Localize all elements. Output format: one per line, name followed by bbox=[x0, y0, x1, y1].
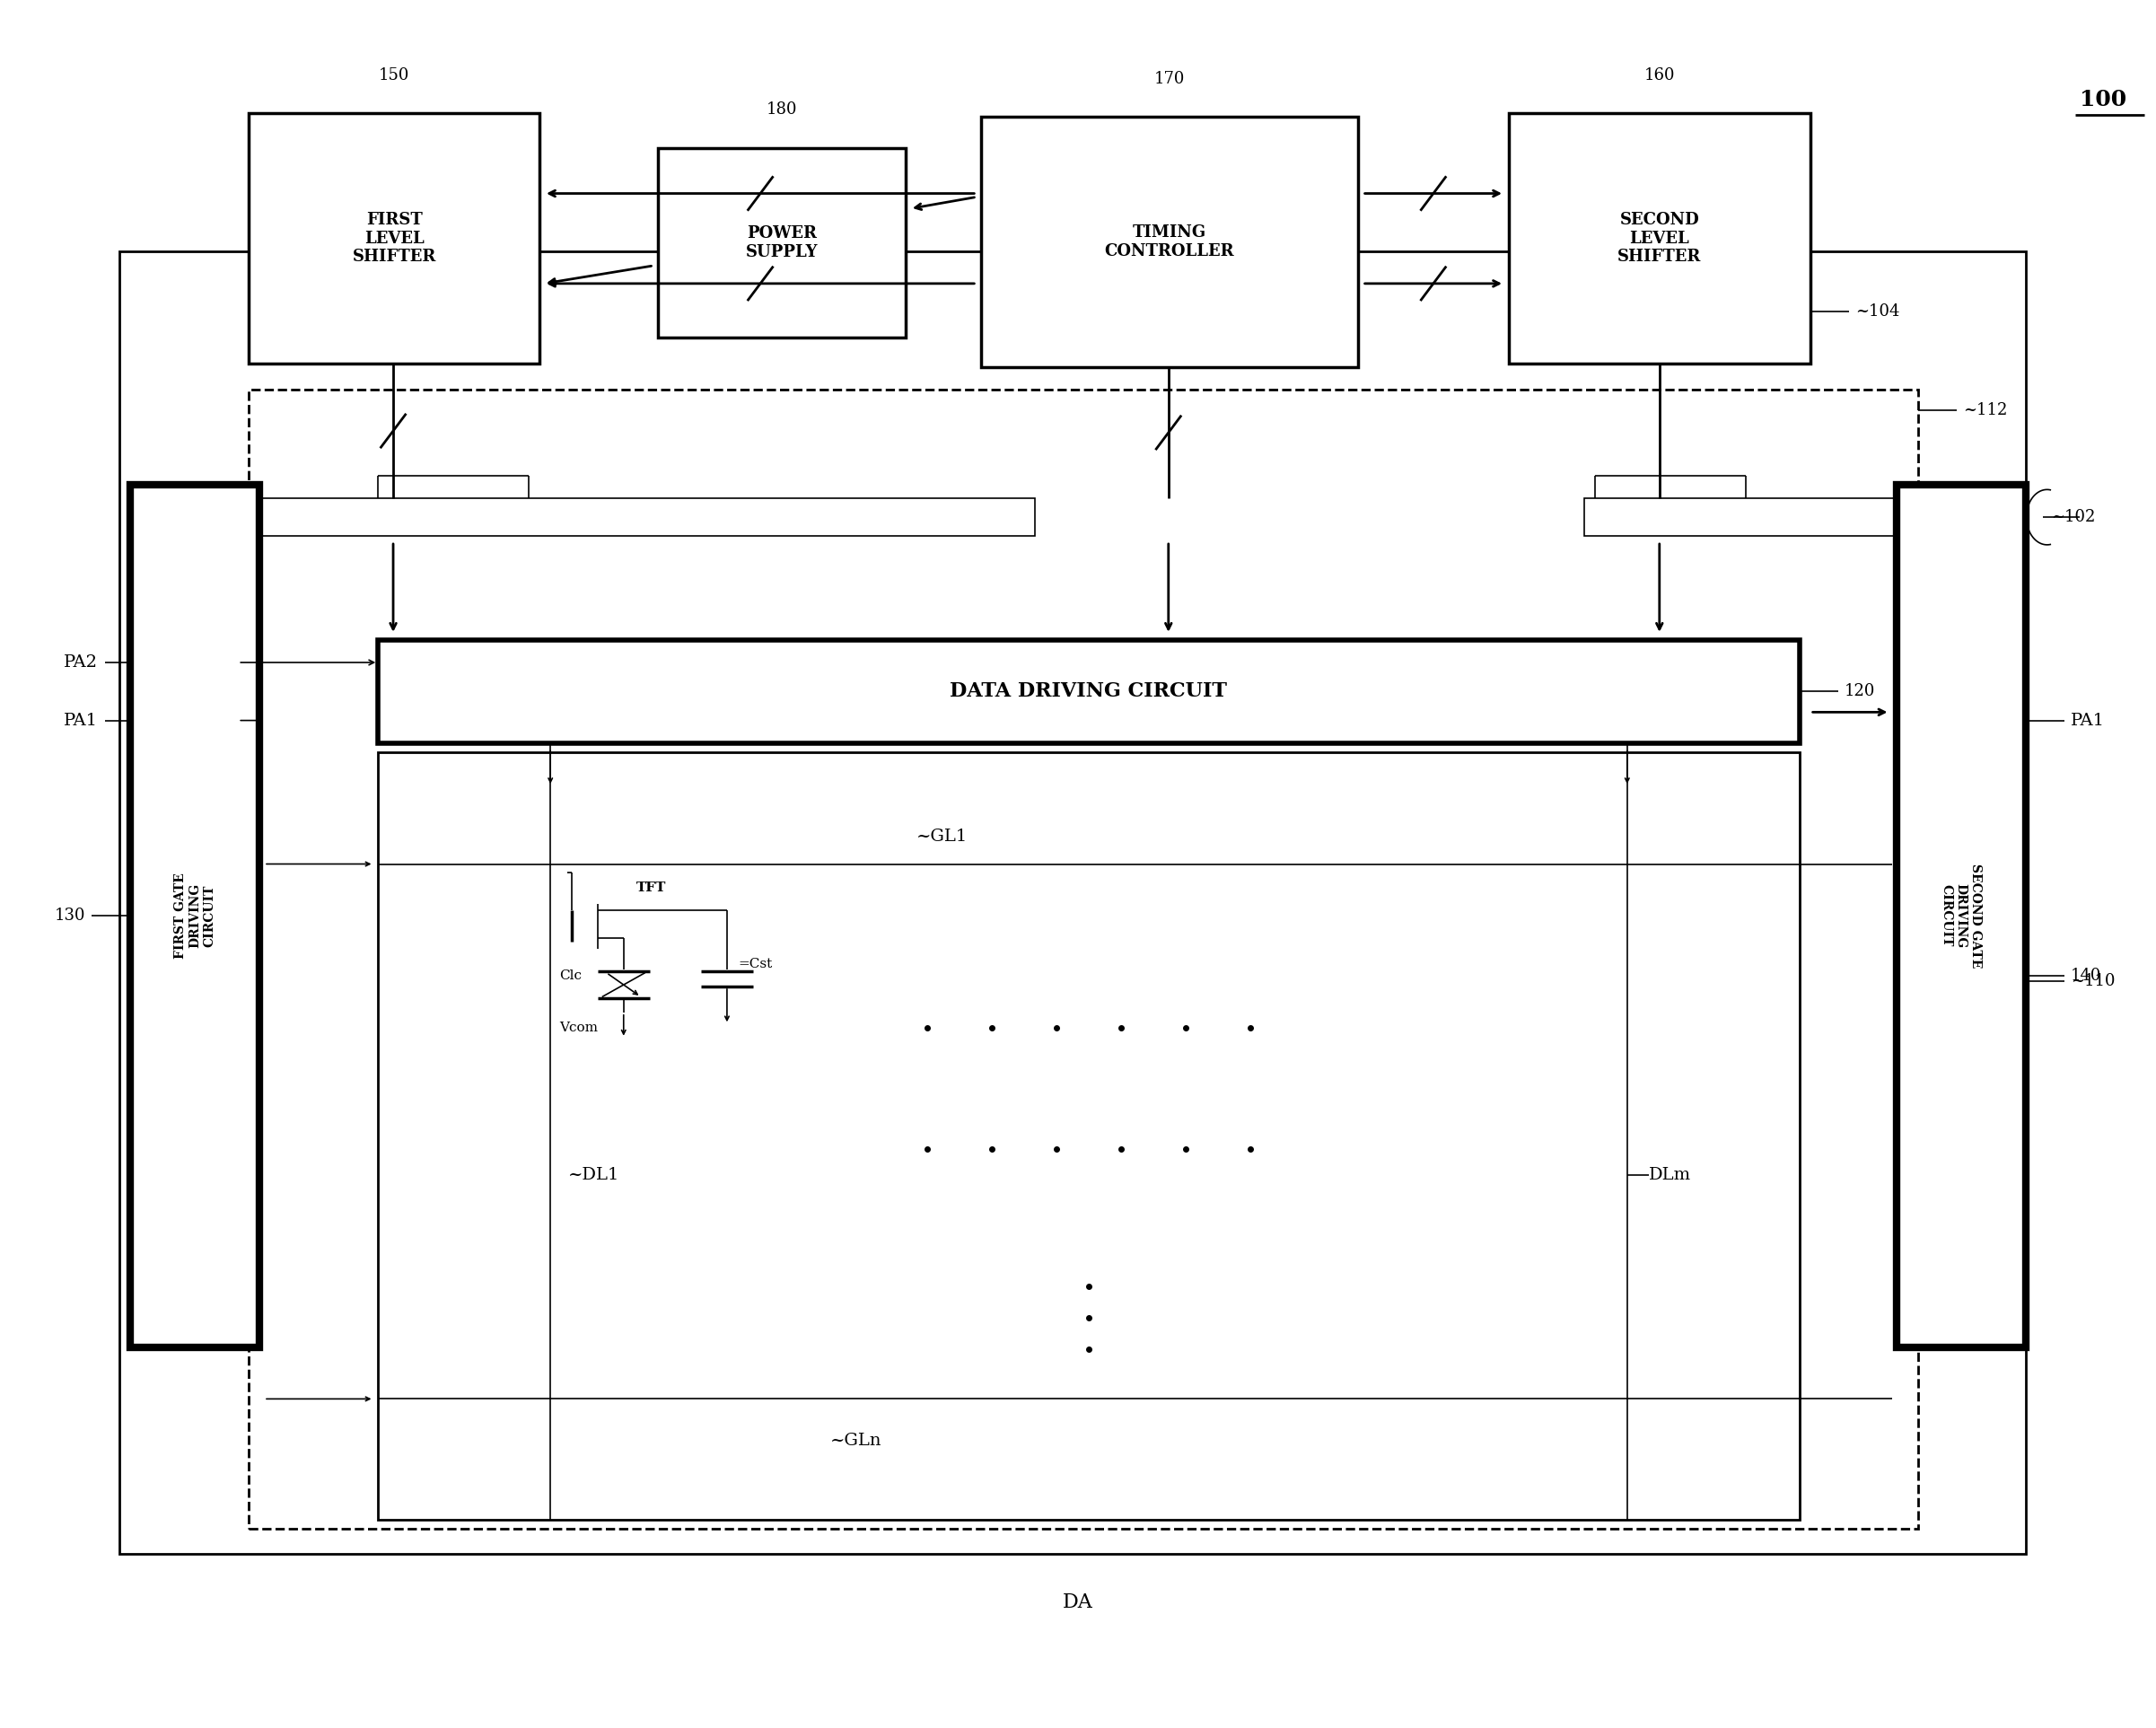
Text: SECOND
LEVEL
SHIFTER: SECOND LEVEL SHIFTER bbox=[1617, 213, 1701, 266]
Bar bbox=[248, 389, 1919, 1528]
Bar bbox=[981, 118, 1358, 366]
Text: ~104: ~104 bbox=[1856, 304, 1899, 320]
Text: 140: 140 bbox=[2070, 968, 2102, 985]
Text: Vcom: Vcom bbox=[558, 1021, 597, 1033]
Text: FIRST
LEVEL
SHIFTER: FIRST LEVEL SHIFTER bbox=[351, 213, 436, 266]
Text: DA: DA bbox=[1063, 1593, 1093, 1612]
Text: PA1: PA1 bbox=[65, 712, 99, 729]
Bar bbox=[1509, 114, 1811, 363]
Text: POWER
SUPPLY: POWER SUPPLY bbox=[746, 225, 817, 261]
Bar bbox=[121, 252, 2024, 1553]
Text: DLm: DLm bbox=[1649, 1166, 1690, 1182]
Text: 160: 160 bbox=[1645, 67, 1675, 83]
Text: PA1: PA1 bbox=[2070, 712, 2104, 729]
Bar bbox=[1897, 484, 2024, 1348]
Text: DATA DRIVING CIRCUIT: DATA DRIVING CIRCUIT bbox=[951, 681, 1227, 702]
Bar bbox=[658, 149, 906, 337]
Text: TFT: TFT bbox=[636, 881, 666, 893]
Text: ~110: ~110 bbox=[2070, 973, 2115, 988]
Text: ~112: ~112 bbox=[1964, 403, 2007, 418]
Text: ~GLn: ~GLn bbox=[830, 1433, 882, 1448]
Text: 100: 100 bbox=[2078, 88, 2126, 111]
Bar bbox=[132, 484, 259, 1348]
Text: =Cst: =Cst bbox=[737, 957, 772, 971]
Text: 170: 170 bbox=[1153, 71, 1186, 86]
Text: ~DL1: ~DL1 bbox=[567, 1166, 619, 1182]
Text: TIMING
CONTROLLER: TIMING CONTROLLER bbox=[1104, 225, 1235, 259]
Text: ~102: ~102 bbox=[2050, 510, 2096, 525]
Bar bbox=[1585, 498, 2024, 536]
Bar bbox=[248, 114, 539, 363]
Bar bbox=[248, 498, 1035, 536]
Text: SECOND GATE
DRIVING
CIRCUIT: SECOND GATE DRIVING CIRCUIT bbox=[1940, 864, 1981, 968]
Text: 120: 120 bbox=[1846, 683, 1876, 700]
Text: 180: 180 bbox=[765, 102, 798, 118]
Text: 130: 130 bbox=[54, 907, 86, 924]
Text: Clc: Clc bbox=[558, 969, 582, 983]
Text: 150: 150 bbox=[379, 67, 410, 83]
Bar bbox=[377, 639, 1800, 743]
Text: FIRST GATE
DRIVING
CIRCUIT: FIRST GATE DRIVING CIRCUIT bbox=[175, 873, 216, 959]
Text: ~GL1: ~GL1 bbox=[916, 828, 968, 845]
Text: PA2: PA2 bbox=[65, 655, 99, 670]
Bar bbox=[377, 752, 1800, 1519]
